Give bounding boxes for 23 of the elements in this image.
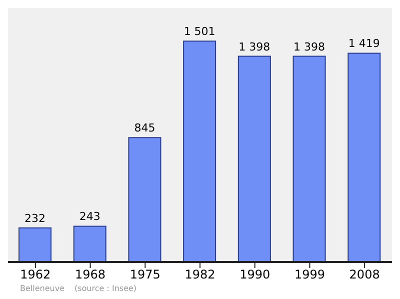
bar [183,40,216,262]
data-label: 845 [134,122,156,135]
bar [348,52,381,262]
data-label: 232 [24,212,46,225]
x-tick-label: 2008 [349,268,380,282]
bar [18,227,52,262]
x-tick-label: 1975 [130,268,160,282]
data-label: 243 [79,210,100,224]
bar [238,56,271,262]
data-label: 1 398 [294,40,326,54]
x-tick-label: 1999 [294,268,325,282]
bar [292,56,326,262]
bar [73,226,106,262]
x-tick-label: 1968 [75,268,106,282]
text: Belleneuve [20,284,64,293]
x-tick-label: 1982 [184,268,216,282]
x-tick-label: 1990 [240,268,270,282]
data-label: 1 419 [348,37,380,50]
x-tick-label: 1962 [20,268,51,282]
data-label: 1 398 [238,40,270,54]
text: (source : Insee) [74,284,137,293]
data-label: 1 501 [184,25,216,38]
bar [128,137,162,262]
